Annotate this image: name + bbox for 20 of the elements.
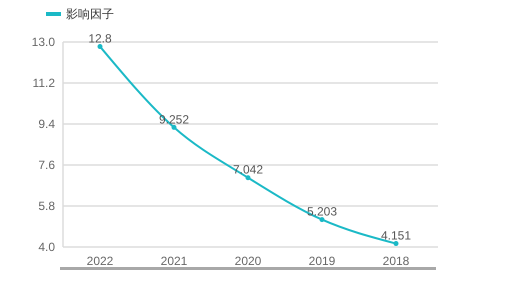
x-tick-label: 2019 (308, 254, 336, 268)
legend-label: 影响因子 (66, 7, 114, 22)
data-label: 7.042 (232, 162, 264, 177)
y-tick-label: 4.0 (38, 240, 56, 254)
y-tick-label: 5.8 (38, 199, 56, 214)
y-tick-label: 9.4 (38, 117, 56, 132)
point (98, 44, 102, 50)
point (394, 241, 398, 246)
y-tick-label: 7.6 (38, 158, 56, 172)
y-tick-label: 13.0 (32, 35, 56, 50)
x-tick-label: 2020 (234, 254, 262, 268)
point (320, 217, 324, 222)
x-tick-label: 2018 (382, 254, 410, 268)
point (246, 175, 250, 180)
y-tick-label: 11.2 (32, 76, 56, 90)
x-tick-label: 2021 (160, 254, 188, 268)
data-label: 5.203 (306, 204, 338, 219)
x-tick-label: 2022 (86, 254, 114, 268)
data-label: 4.151 (380, 228, 412, 243)
data-label: 12.8 (88, 32, 112, 46)
